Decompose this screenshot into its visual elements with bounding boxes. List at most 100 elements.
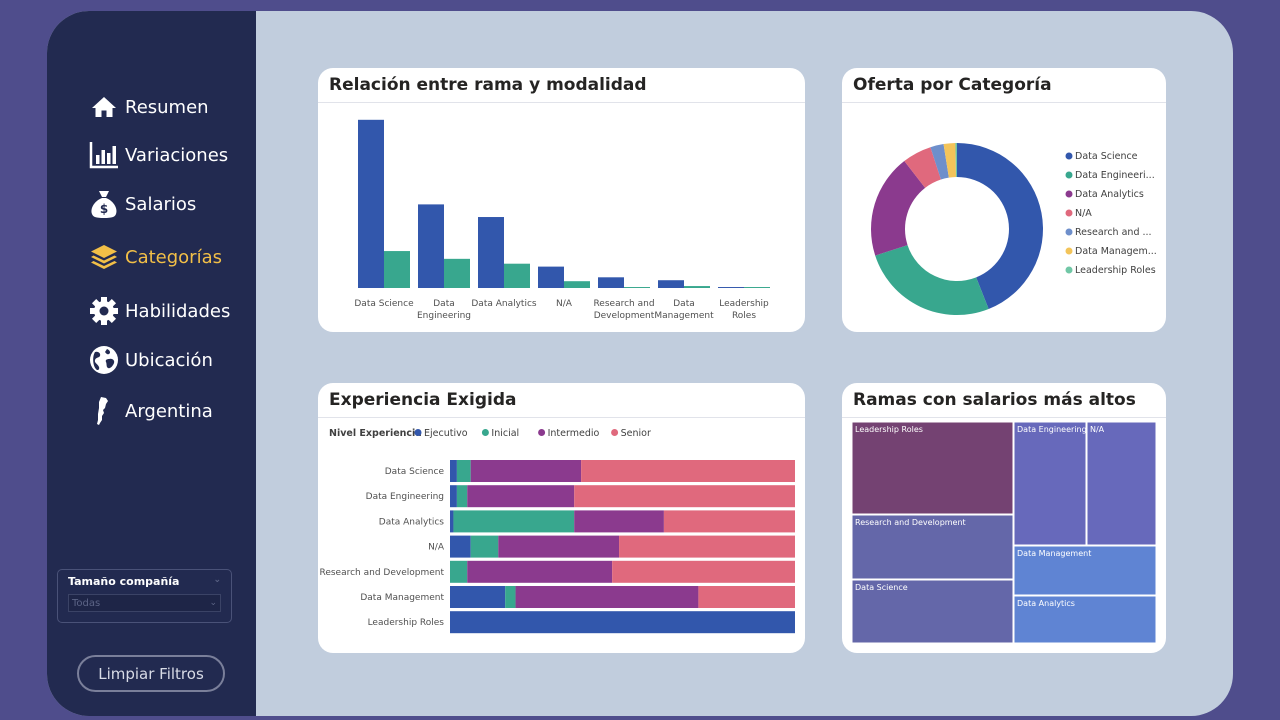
nav-item-habilidades[interactable]: Habilidades bbox=[89, 293, 230, 329]
pie-slice bbox=[943, 143, 957, 178]
treemap-label: Data Management bbox=[1017, 549, 1091, 558]
bar bbox=[358, 119, 384, 288]
pie-slice bbox=[957, 143, 1043, 309]
nav-item-argentina[interactable]: Argentina bbox=[89, 393, 213, 429]
bar-segment bbox=[498, 535, 620, 558]
sidebar: Resumen Variaciones $ Salarios Categoría… bbox=[47, 11, 256, 716]
bar-segment bbox=[450, 535, 471, 558]
bar-segment bbox=[619, 535, 795, 558]
card-title: Ramas con salarios más altos bbox=[842, 383, 1166, 418]
treemap-label: Leadership Roles bbox=[855, 425, 923, 434]
treemap-tile bbox=[1013, 595, 1157, 644]
clear-filters-button[interactable]: Limpiar Filtros bbox=[77, 655, 225, 692]
legend-marker bbox=[1065, 228, 1073, 236]
bar bbox=[538, 266, 564, 288]
pie-slice bbox=[955, 143, 957, 178]
nav-label-ubicacion: Ubicación bbox=[125, 349, 213, 371]
bar bbox=[444, 258, 470, 288]
card-oferta-categoria: Oferta por Categoría Data Science Data En… bbox=[842, 68, 1166, 332]
card-experiencia: Experiencia Exigida Nivel Experiencia Eje… bbox=[318, 383, 805, 653]
bar-segment bbox=[450, 460, 457, 482]
nav-item-resumen[interactable]: Resumen bbox=[89, 89, 209, 125]
bar-segment bbox=[456, 485, 468, 508]
home-icon bbox=[89, 92, 119, 122]
y-tick-label: Leadership Roles bbox=[368, 618, 445, 628]
x-tick-label: N/A bbox=[556, 299, 573, 309]
bar bbox=[478, 217, 504, 288]
legend-marker bbox=[538, 429, 546, 436]
bar bbox=[384, 251, 410, 288]
nav-label-variaciones: Variaciones bbox=[125, 144, 229, 166]
legend-label: Data Science bbox=[1075, 151, 1138, 162]
bar-segment bbox=[467, 485, 575, 508]
legend-label: Research and ... bbox=[1075, 227, 1152, 238]
bar bbox=[744, 287, 770, 288]
x-tick-label: Data Analytics bbox=[471, 299, 537, 309]
nav-label-salarios: Salarios bbox=[125, 193, 197, 215]
bar-segment bbox=[453, 510, 575, 533]
legend-marker bbox=[1065, 247, 1073, 255]
legend-label: Data Analytics bbox=[1075, 189, 1144, 200]
nav-item-categorias[interactable]: Categorías bbox=[89, 239, 222, 275]
legend-label: Data Managem... bbox=[1075, 246, 1157, 257]
bar-segment bbox=[450, 560, 468, 583]
bar-segment bbox=[470, 535, 499, 558]
x-tick-label: Data Science bbox=[354, 299, 414, 309]
x-tick-label: Engineering bbox=[417, 311, 471, 321]
treemap-tile bbox=[851, 421, 1014, 515]
y-tick-label: Data Engineering bbox=[366, 492, 444, 502]
gear-icon bbox=[89, 296, 119, 326]
bar-chart-icon bbox=[89, 140, 119, 170]
slicer-dropdown[interactable]: Todas ⌄ bbox=[68, 594, 221, 612]
y-tick-label: Research and Development bbox=[319, 568, 444, 578]
legend-label: Senior bbox=[621, 428, 651, 439]
bar-segment bbox=[698, 586, 795, 608]
bar-segment bbox=[467, 560, 613, 583]
nav-item-salarios[interactable]: $ Salarios bbox=[89, 186, 196, 222]
bar bbox=[718, 287, 744, 288]
x-tick-label: Roles bbox=[732, 311, 756, 321]
bar bbox=[684, 286, 710, 288]
legend-marker bbox=[1065, 190, 1073, 198]
x-tick-label: Research and bbox=[593, 299, 654, 309]
treemap-tile bbox=[1013, 545, 1157, 596]
legend-marker bbox=[414, 429, 422, 436]
svg-text:$: $ bbox=[100, 202, 108, 216]
card-salarios-altos: Ramas con salarios más altos Leadership … bbox=[842, 383, 1166, 653]
x-tick-label: Data bbox=[433, 299, 455, 309]
bar-segment bbox=[450, 586, 506, 608]
bar bbox=[504, 263, 530, 288]
treemap-label: N/A bbox=[1090, 425, 1105, 434]
y-tick-label: Data Analytics bbox=[379, 517, 445, 527]
treemap-tile bbox=[1013, 421, 1087, 546]
legend-label: N/A bbox=[1075, 208, 1092, 219]
nav-item-variaciones[interactable]: Variaciones bbox=[89, 137, 228, 173]
bar-segment bbox=[574, 485, 795, 508]
legend-label: Inicial bbox=[491, 428, 519, 439]
legend-marker bbox=[611, 429, 619, 436]
nav-label-resumen: Resumen bbox=[125, 96, 209, 118]
chevron-down-icon[interactable]: ⌄ bbox=[213, 575, 221, 585]
bar-segment bbox=[470, 460, 582, 482]
bar bbox=[418, 204, 444, 288]
bar-segment bbox=[456, 460, 471, 482]
treemap-label: Data Analytics bbox=[1017, 599, 1075, 608]
legend-marker bbox=[1065, 171, 1073, 179]
bar-segment bbox=[663, 510, 795, 533]
legend-label: Intermedio bbox=[548, 428, 600, 439]
bar-segment bbox=[505, 586, 516, 608]
slicer-value: Todas bbox=[72, 597, 101, 609]
nav-label-categorias: Categorías bbox=[125, 246, 222, 268]
bar-segment bbox=[450, 510, 454, 533]
app-frame: Resumen Variaciones $ Salarios Categoría… bbox=[47, 11, 1233, 716]
company-size-slicer[interactable]: Tamaño compañía ⌄ Todas ⌄ bbox=[57, 569, 232, 623]
nav-item-ubicacion[interactable]: Ubicación bbox=[89, 342, 213, 378]
bar bbox=[624, 287, 650, 288]
bar-segment bbox=[450, 611, 795, 634]
layers-icon bbox=[89, 242, 119, 272]
treemap-chart: Leadership Roles Research and Development… bbox=[851, 421, 1157, 644]
pie-slice bbox=[871, 161, 926, 256]
stacked-bar-chart: Nivel Experiencia Ejecutivo Inicial Interme… bbox=[319, 428, 795, 634]
bar-segment bbox=[450, 485, 457, 508]
x-tick-label: Data bbox=[673, 299, 695, 309]
